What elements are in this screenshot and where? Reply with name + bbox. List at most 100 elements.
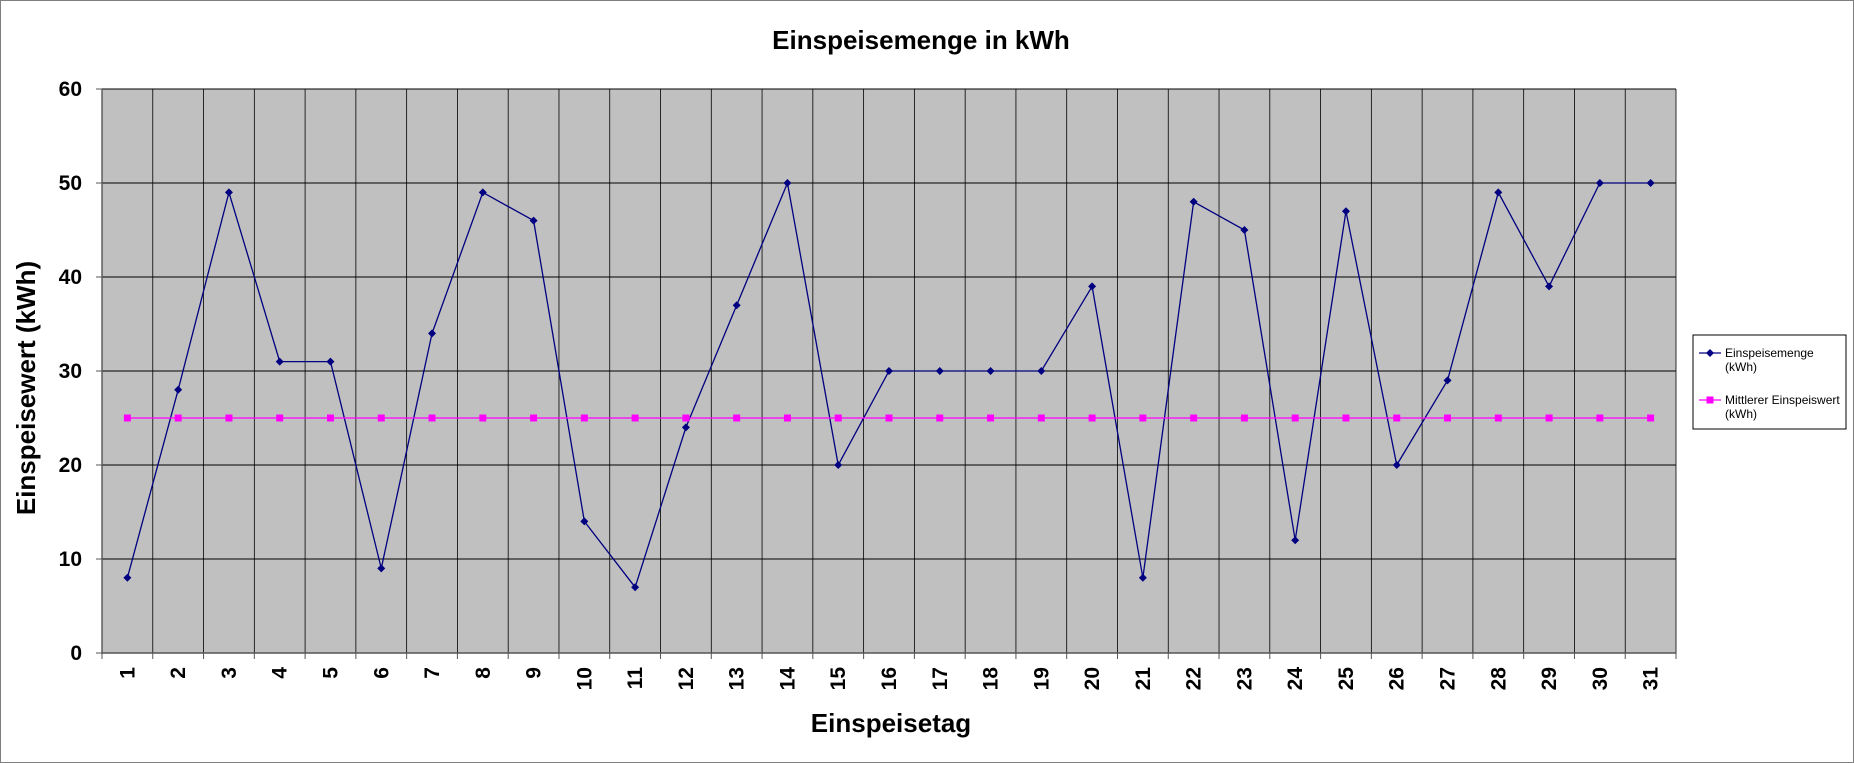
y-tick-label: 20 <box>59 454 82 477</box>
legend-item: Einspeisemenge(kWh) <box>1699 346 1814 374</box>
data-point <box>1240 414 1248 422</box>
data-point <box>326 357 335 366</box>
data-point <box>1291 536 1300 545</box>
x-tick-label: 12 <box>675 667 698 690</box>
data-point <box>935 367 944 375</box>
x-tick-label: 2 <box>167 667 190 679</box>
x-tick-label: 6 <box>370 667 393 679</box>
x-tick-label: 29 <box>1538 667 1561 690</box>
y-tick-label: 50 <box>59 172 82 195</box>
data-point <box>1037 414 1045 422</box>
data-point <box>1494 414 1502 422</box>
data-point <box>479 414 487 422</box>
data-point <box>1342 414 1350 422</box>
legend-box <box>1692 334 1847 430</box>
x-tick-label: 17 <box>929 667 952 690</box>
data-point <box>1392 461 1401 469</box>
legend-label: (kWh) <box>1725 407 1757 421</box>
data-point <box>377 564 386 573</box>
x-tick-label: 9 <box>523 667 546 679</box>
data-point <box>987 414 995 422</box>
data-point <box>326 414 334 422</box>
data-point <box>1647 414 1655 422</box>
legend-swatch-marker <box>1706 396 1714 404</box>
data-point <box>885 414 893 422</box>
data-point <box>377 414 385 422</box>
x-tick-label: 23 <box>1233 667 1256 690</box>
data-point <box>276 414 284 422</box>
data-point <box>530 414 538 422</box>
y-tick-label: 0 <box>70 642 82 665</box>
data-point <box>1138 573 1147 582</box>
data-point <box>986 367 995 375</box>
y-tick-label: 40 <box>59 266 82 289</box>
data-point <box>1595 179 1604 187</box>
legend-label: Mittlerer Einspeiswert <box>1725 393 1840 407</box>
data-point <box>225 414 233 422</box>
x-tick-label: 22 <box>1183 667 1206 690</box>
data-point <box>123 573 132 582</box>
x-tick-label: 26 <box>1386 667 1409 690</box>
x-tick-label: 14 <box>776 667 799 691</box>
x-tick-label: 5 <box>319 667 342 679</box>
data-point <box>1037 367 1046 375</box>
data-point <box>174 414 182 422</box>
data-point <box>1190 414 1198 422</box>
legend-item: Mittlerer Einspeiswert(kWh) <box>1699 393 1840 421</box>
x-tick-label: 3 <box>218 667 241 679</box>
data-point <box>1088 282 1097 291</box>
data-point <box>580 414 588 422</box>
data-point <box>682 414 690 422</box>
data-point <box>732 301 741 310</box>
y-tick-label: 10 <box>59 548 82 571</box>
x-tick-label: 1 <box>116 667 139 679</box>
y-tick-label: 60 <box>59 78 82 101</box>
x-tick-label: 8 <box>472 667 495 679</box>
x-axis-title: Einspeisetag <box>811 708 971 738</box>
chart-title: Einspeisemenge in kWh <box>772 25 1070 55</box>
data-point <box>1545 414 1553 422</box>
data-point <box>174 385 183 394</box>
data-point <box>1088 414 1096 422</box>
data-point <box>783 414 791 422</box>
data-point <box>1443 376 1452 385</box>
data-point <box>834 414 842 422</box>
series-2 <box>123 414 1655 422</box>
legend-label: Einspeisemenge <box>1725 346 1814 360</box>
data-point <box>1341 207 1350 216</box>
series-1 <box>123 179 1655 592</box>
x-tick-label: 25 <box>1335 667 1358 691</box>
data-point <box>1139 414 1147 422</box>
x-tick-label: 11 <box>624 667 647 690</box>
data-point <box>631 414 639 422</box>
y-axis-title: Einspeisewert (kWh) <box>11 261 41 515</box>
x-tick-label: 28 <box>1487 667 1510 691</box>
data-point <box>1646 179 1655 187</box>
x-tick-label: 18 <box>980 667 1003 691</box>
x-tick-label: 20 <box>1081 667 1104 690</box>
legend-swatch-marker <box>1706 349 1714 357</box>
data-point <box>834 461 843 469</box>
data-point <box>1291 414 1299 422</box>
data-point <box>580 517 589 526</box>
data-point <box>1494 188 1503 197</box>
legend: Einspeisemenge(kWh)Mittlerer Einspeiswer… <box>1692 334 1847 430</box>
x-tick-label: 27 <box>1437 667 1460 690</box>
data-point <box>1240 226 1249 234</box>
data-point <box>783 179 792 187</box>
data-point <box>1393 414 1401 422</box>
x-axis-ticks: 1 2 3 4 5 6 7 8 9 10 11 12 13 14 15 16 17 18 19 20 21 22 23 24 2… <box>101 653 1677 691</box>
x-tick-label: 31 <box>1640 667 1663 691</box>
data-point <box>529 216 538 225</box>
x-tick-label: 13 <box>726 667 749 690</box>
data-point <box>733 414 741 422</box>
data-point <box>428 329 437 338</box>
x-tick-label: 10 <box>573 667 596 690</box>
data-point <box>1189 197 1198 206</box>
data-point <box>936 414 944 422</box>
data-point <box>1444 414 1452 422</box>
data-point <box>224 188 233 197</box>
x-tick-label: 19 <box>1030 667 1053 690</box>
